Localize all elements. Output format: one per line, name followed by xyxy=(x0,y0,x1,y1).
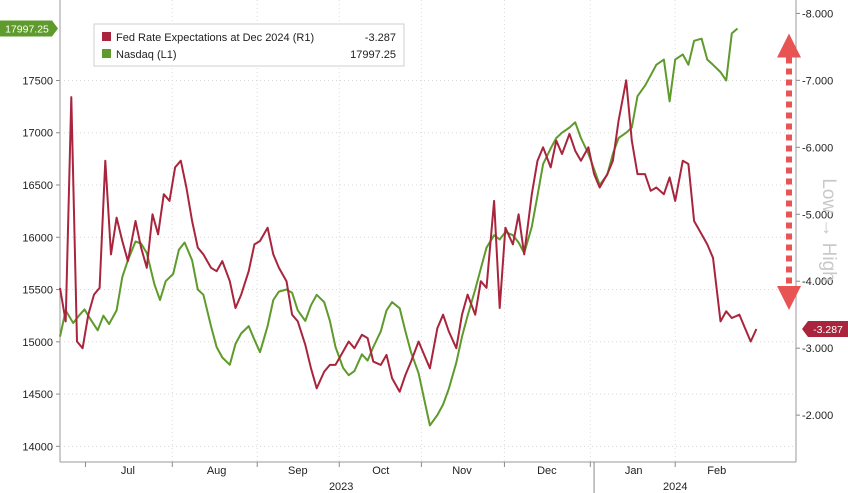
left-tick-label: 16000 xyxy=(22,232,53,244)
x-month-label: Oct xyxy=(372,465,389,477)
x-year-label: 2023 xyxy=(329,481,353,493)
x-month-label: Dec xyxy=(537,465,557,477)
left-axis-ticks: 14000 14500 15000 15500 16000 16500 17000 17500 xyxy=(22,75,60,453)
x-month-label: Feb xyxy=(707,465,726,477)
right-tick-label: -5.000 xyxy=(802,209,833,221)
x-month-label: Sep xyxy=(288,465,308,477)
right-last-value-tag-label: -3.287 xyxy=(813,324,843,336)
legend-swatch-fed xyxy=(102,32,111,41)
legend-label-nasdaq: Nasdaq (L1) xyxy=(116,49,177,61)
left-last-value-tag-shape xyxy=(0,20,58,37)
left-tick-label: 17000 xyxy=(22,128,53,140)
right-tick-label: -6.000 xyxy=(802,142,833,154)
left-last-value-tag: 17997.25 xyxy=(0,20,58,37)
annotation-layer xyxy=(777,33,801,310)
x-month-label: Nov xyxy=(452,465,472,477)
right-last-value-tag: -3.287 xyxy=(802,320,848,337)
right-last-value-tag-shape xyxy=(802,320,848,337)
legend-box xyxy=(93,23,405,67)
arrow-head-up xyxy=(777,33,801,58)
x-month-label: Aug xyxy=(207,465,227,477)
legend: Fed Rate Expectations at Dec 2024 (R1) -… xyxy=(93,23,405,67)
legend-label-fed: Fed Rate Expectations at Dec 2024 (R1) xyxy=(116,32,314,44)
left-tick-label: 16500 xyxy=(22,180,53,192)
low-high-annotation-label: Low → High xyxy=(818,178,839,282)
left-tick-label: 15500 xyxy=(22,285,53,297)
right-tick-label: -4.000 xyxy=(802,276,833,288)
gridlines xyxy=(60,0,796,462)
legend-value-fed: -3.287 xyxy=(365,32,396,44)
right-tick-label: -7.000 xyxy=(802,75,833,87)
x-axis-ticks: Jul Aug Sep Oct Nov Dec Jan Feb 2023 2024 xyxy=(84,462,726,493)
right-tick-label: -3.000 xyxy=(802,343,833,355)
legend-value-nasdaq: 17997.25 xyxy=(350,49,396,61)
left-tick-label: 15000 xyxy=(22,337,53,349)
left-last-value-tag-label: 17997.25 xyxy=(5,24,49,36)
right-tick-label: -2.000 xyxy=(802,410,833,422)
right-tick-label: -8.000 xyxy=(802,8,833,20)
right-axis-ticks: -2.000 -3.000 -4.000 -5.000 -6.000 -7.000 -8.0… xyxy=(796,8,833,422)
legend-swatch-nasdaq xyxy=(102,49,111,58)
arrow-head-down xyxy=(777,285,801,310)
x-year-label: 2024 xyxy=(663,481,687,493)
x-month-label: Jan xyxy=(625,465,643,477)
x-month-label: Jul xyxy=(121,465,135,477)
series-layer xyxy=(59,27,758,427)
series-line-nasdaq xyxy=(59,27,739,427)
series-line-fed-rate xyxy=(59,79,758,393)
left-tick-label: 17500 xyxy=(22,75,53,87)
left-tick-label: 14000 xyxy=(22,441,53,453)
left-tick-label: 14500 xyxy=(22,389,53,401)
